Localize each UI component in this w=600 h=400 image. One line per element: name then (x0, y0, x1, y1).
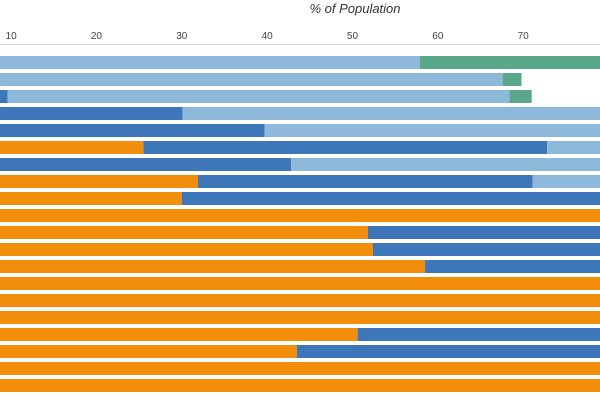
x-tick-label: 20 (91, 31, 103, 42)
bar-segment[interactable] (372, 243, 600, 256)
x-tick-label: 50 (347, 31, 359, 42)
bar-segment[interactable] (0, 192, 182, 205)
bar-segment[interactable] (547, 141, 600, 154)
bar-segment[interactable] (0, 260, 426, 273)
bar-segment[interactable] (0, 226, 368, 239)
bar-segment[interactable] (182, 107, 600, 120)
bar-segment[interactable] (357, 328, 600, 341)
bar-segment[interactable] (0, 243, 373, 256)
bar-segment[interactable] (0, 379, 600, 392)
bar-segment[interactable] (532, 175, 600, 188)
bar-segment[interactable] (367, 226, 600, 239)
bar-segment[interactable] (0, 328, 358, 341)
bar-segment[interactable] (502, 73, 522, 86)
bar-segment[interactable] (0, 277, 600, 290)
bar-segment[interactable] (264, 124, 600, 137)
bar-segment[interactable] (143, 141, 548, 154)
bar-segment[interactable] (0, 175, 199, 188)
x-axis-title: % of Population (309, 1, 401, 16)
bar-segment[interactable] (198, 175, 533, 188)
bar-segment[interactable] (7, 90, 510, 103)
bar-segment[interactable] (0, 345, 298, 358)
x-tick-label: 10 (6, 31, 18, 42)
bar-segment[interactable] (0, 56, 420, 69)
bar-segment[interactable] (0, 141, 144, 154)
bar-segment[interactable] (0, 124, 265, 137)
bar-segment[interactable] (509, 90, 532, 103)
bar-segment[interactable] (0, 209, 600, 222)
x-tick-label: 60 (432, 31, 444, 42)
bar-segment[interactable] (0, 90, 8, 103)
bar-segment[interactable] (291, 158, 600, 171)
bar-segment[interactable] (181, 192, 600, 205)
bar-segment[interactable] (0, 158, 292, 171)
bar-segment[interactable] (0, 294, 600, 307)
bar-segment[interactable] (0, 362, 600, 375)
x-tick-label: 30 (176, 31, 188, 42)
bar-segment[interactable] (0, 107, 183, 120)
bar-segment[interactable] (0, 73, 503, 86)
bar-segment[interactable] (419, 56, 600, 69)
x-tick-label: 40 (262, 31, 274, 42)
x-tick-label: 70 (518, 31, 530, 42)
bar-segment[interactable] (425, 260, 600, 273)
bar-segment[interactable] (0, 311, 600, 324)
bar-segment[interactable] (297, 345, 600, 358)
